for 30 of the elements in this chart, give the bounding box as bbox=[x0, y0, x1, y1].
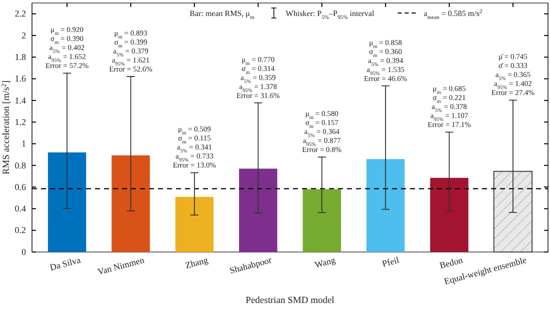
bar bbox=[302, 189, 341, 252]
y-tick-label: 1 bbox=[22, 138, 26, 149]
bar bbox=[366, 159, 405, 252]
y-tick-label: 0.4 bbox=[14, 204, 26, 214]
x-tick-label: Da Silva bbox=[48, 254, 82, 273]
y-tick-label: 1.2 bbox=[14, 116, 26, 127]
x-tick-label: Pfeil bbox=[381, 254, 401, 269]
y-tick-label: 0.8 bbox=[14, 160, 26, 170]
annotation: Bar: mean RMS, μ$_{m}$ bbox=[190, 9, 255, 21]
bar bbox=[112, 155, 150, 252]
x-tick-label: Shahabpoor bbox=[228, 254, 273, 276]
bar bbox=[239, 168, 278, 252]
bar bbox=[430, 178, 468, 252]
x-tick-label: Van Nimmen bbox=[96, 254, 146, 277]
y-tick-label: 1.8 bbox=[14, 52, 26, 62]
y-tick-label: 0.2 bbox=[14, 225, 26, 236]
x-axis-title: Pedestrian SMD model bbox=[246, 296, 335, 306]
x-tick-label: Zhang bbox=[184, 254, 210, 270]
y-tick-label: 2 bbox=[22, 30, 26, 40]
annotation: Whisker: P$_{5%}$–P$_{95%}$ interval bbox=[286, 9, 375, 21]
y-tick-label: 1.4 bbox=[14, 95, 26, 106]
y-tick-label: 0.6 bbox=[14, 182, 26, 192]
x-tick-label: Wang bbox=[314, 254, 337, 270]
x-tick-label: Bedon bbox=[438, 254, 464, 271]
y-tick-label: 0 bbox=[22, 246, 26, 257]
y-tick-label: 2.2 bbox=[14, 8, 26, 19]
y-tick-label: 1.6 bbox=[14, 74, 26, 84]
legend-label: a$_{mean}$ = 0.585 m/s$^{2}$ bbox=[424, 9, 482, 21]
bar bbox=[175, 196, 214, 252]
bar bbox=[48, 152, 86, 252]
